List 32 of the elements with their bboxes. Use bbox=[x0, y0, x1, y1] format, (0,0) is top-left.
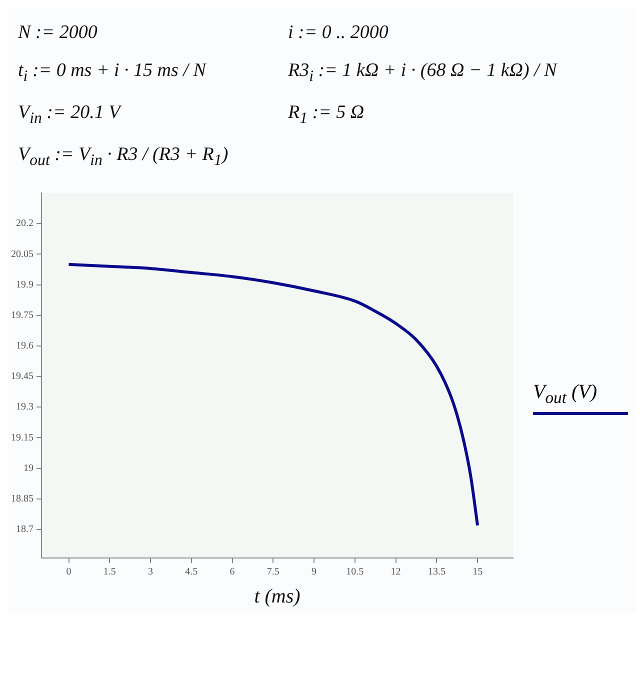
y-tick-label: 19.15 bbox=[11, 432, 34, 444]
y-tick-label: 18.7 bbox=[16, 524, 34, 536]
x-tick-label: 6 bbox=[230, 567, 235, 578]
y-tick-label: 18.85 bbox=[11, 494, 34, 505]
y-tick-label: 19.9 bbox=[16, 280, 34, 291]
x-tick-label: 3 bbox=[148, 567, 154, 578]
x-tick-label: 7.5 bbox=[266, 567, 280, 578]
y-tick-label: 19.45 bbox=[11, 372, 34, 383]
y-tick-label: 19.3 bbox=[16, 402, 34, 414]
x-tick-label: 0 bbox=[66, 567, 72, 578]
text: V$_{out}$ := V$_{in}$ · R3 / (R3 + R$_{1}$) bbox=[18, 144, 230, 170]
x-tick-label: 1.5 bbox=[103, 567, 116, 578]
y-tick-label: 19.75 bbox=[11, 310, 34, 322]
text: N := 2000 bbox=[18, 22, 98, 44]
y-tick-label: 20.2 bbox=[16, 218, 34, 230]
x-tick-label: 15 bbox=[472, 567, 483, 578]
y-tick-label: 19.6 bbox=[16, 340, 34, 352]
text: V$_{in}$ := 20.1 V bbox=[18, 102, 123, 128]
y-tick-label: 19 bbox=[24, 463, 34, 474]
x-tick-label: 10.5 bbox=[346, 567, 364, 578]
text: t$_{i}$ := 0 ms + i · 15 ms / N bbox=[18, 60, 208, 86]
x-tick-label: 9 bbox=[312, 567, 317, 578]
text: R3$_{i}$ := 1 kΩ + i · (68 Ω − 1 kΩ) / N bbox=[288, 60, 559, 86]
text: V$_{out}$ (V) bbox=[533, 381, 598, 408]
text: R$_{1}$ := 5 Ω bbox=[288, 102, 366, 128]
line-series bbox=[67, 263, 480, 528]
y-tick-label: 20.05 bbox=[11, 249, 34, 260]
x-tick-label: 12 bbox=[390, 567, 401, 578]
x-tick-label: 4.5 bbox=[185, 567, 198, 578]
x-axis-title: t (ms) bbox=[254, 586, 301, 608]
text: i := 0 .. 2000 bbox=[288, 22, 390, 44]
x-tick-label: 13.5 bbox=[428, 567, 446, 578]
